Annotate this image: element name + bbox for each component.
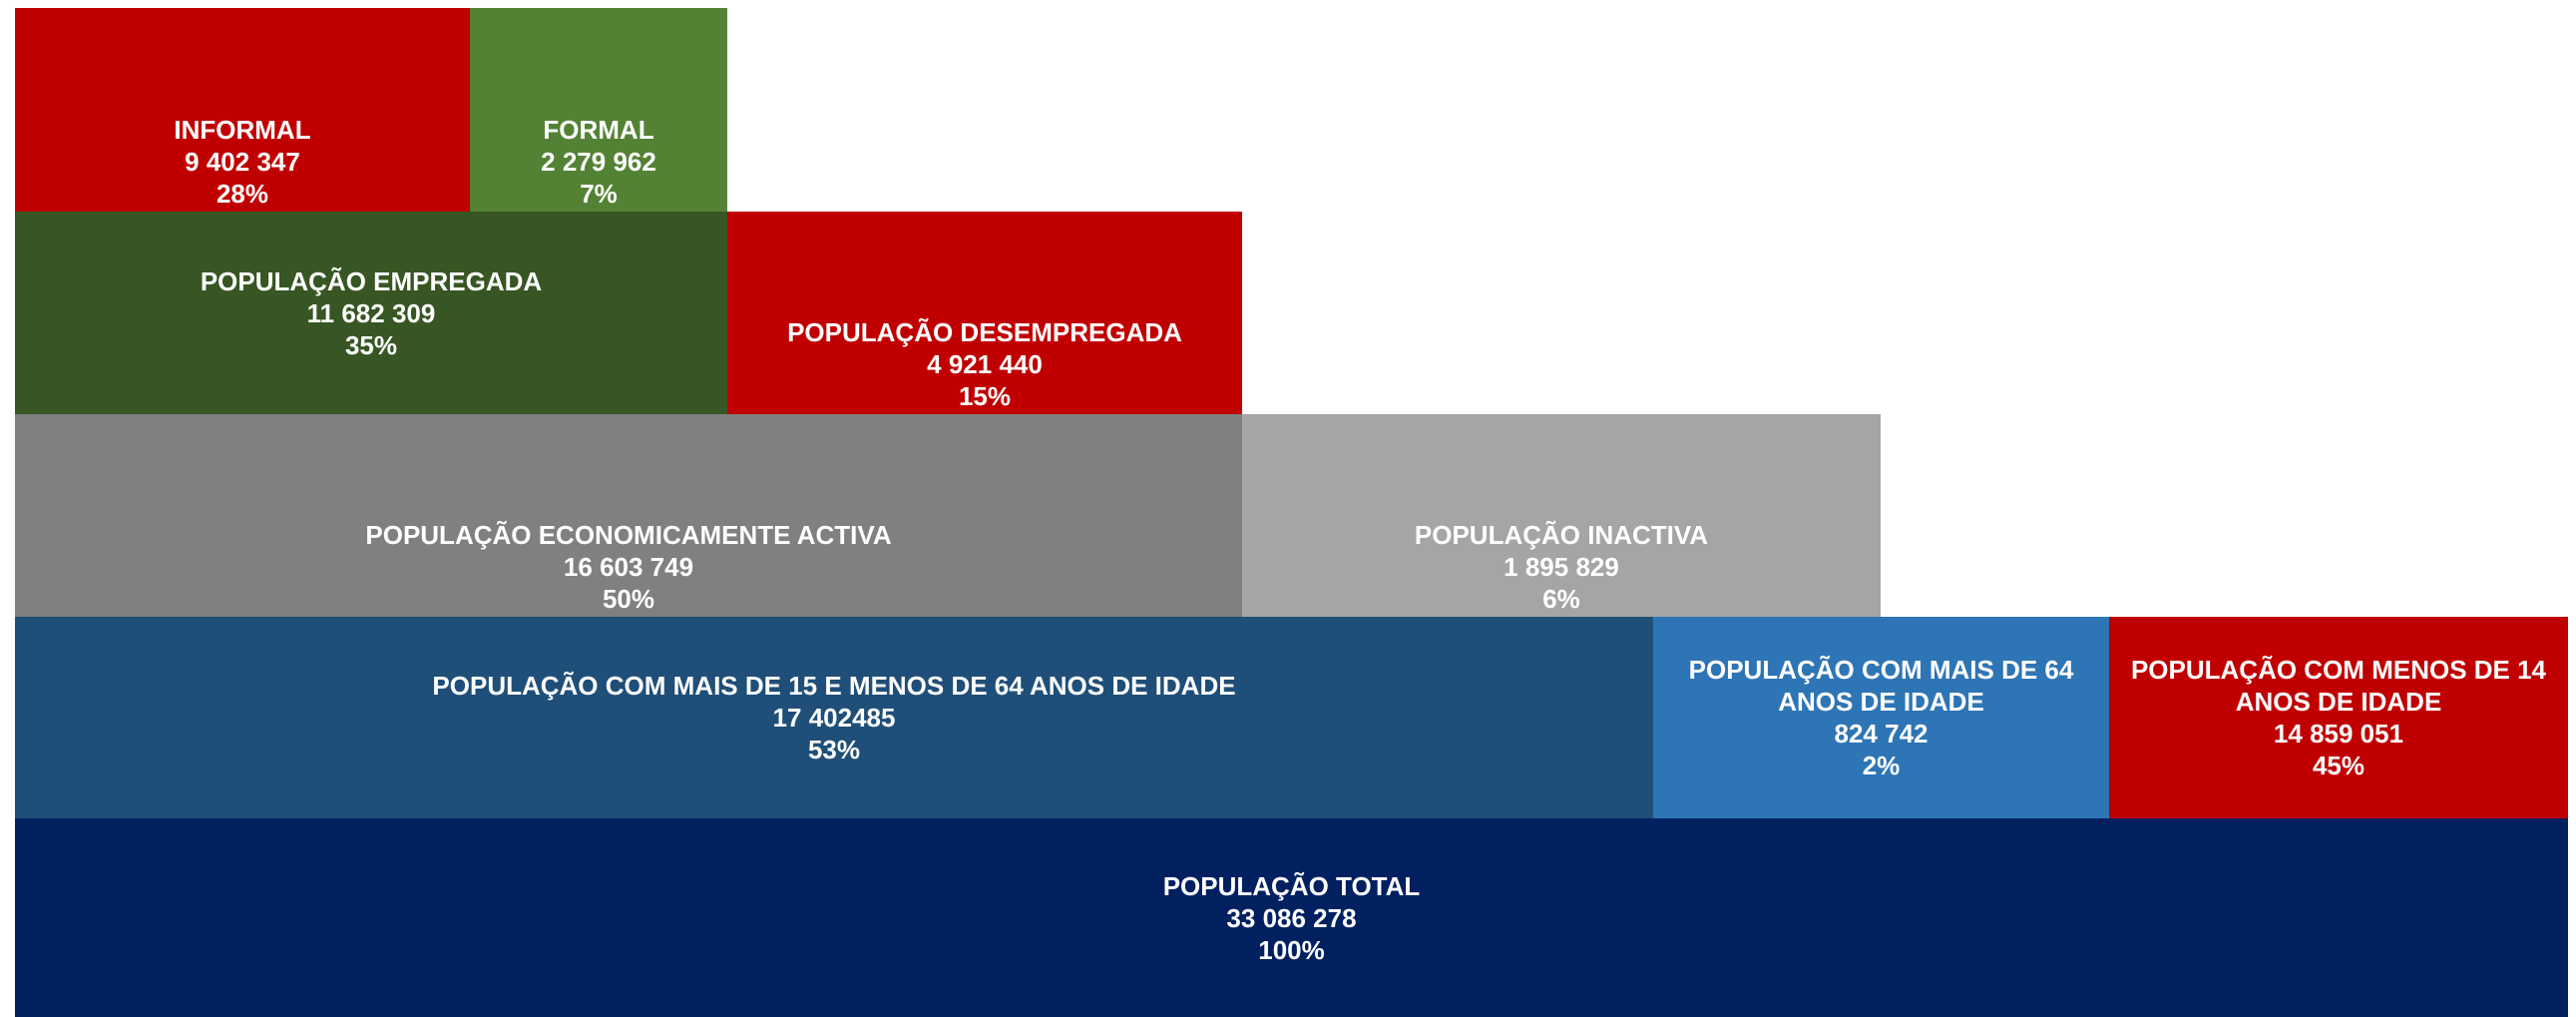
block-value: 1 895 829 xyxy=(1503,552,1619,582)
block-label: POPULAÇÃO INACTIVA xyxy=(1414,520,1709,550)
block-percent: 50% xyxy=(602,584,655,614)
block: POPULAÇÃO INACTIVA 1 895 829 6% xyxy=(1242,414,1881,617)
block: POPULAÇÃO TOTAL 33 086 278 100% xyxy=(15,818,2568,1017)
block-value: 17 402485 xyxy=(772,703,896,733)
block-label: POPULAÇÃO DESEMPREGADA xyxy=(787,317,1182,347)
block: POPULAÇÃO COM MAIS DE 15 E MENOS DE 64 A… xyxy=(15,617,1653,818)
block-percent: 15% xyxy=(958,381,1012,411)
block: POPULAÇÃO COM MAIS DE 64 ANOS DE IDADE 8… xyxy=(1653,617,2109,818)
block-label: INFORMAL xyxy=(174,115,311,145)
block-value: 9 402 347 xyxy=(185,147,300,177)
block-value: 33 086 278 xyxy=(1226,902,1357,933)
block-percent: 28% xyxy=(215,179,269,209)
block-percent: 7% xyxy=(580,179,618,209)
block-value: 16 603 749 xyxy=(563,552,694,582)
block: FORMAL 2 279 962 7% xyxy=(470,8,727,212)
block-value: 2 279 962 xyxy=(541,147,656,177)
block-value: 4 921 440 xyxy=(927,349,1043,379)
block-label: POPULAÇÃO ECONOMICAMENTE ACTIVA xyxy=(365,520,892,550)
block-label: POPULAÇÃO COM MENOS DE 14 ANOS DE IDADE xyxy=(2130,655,2547,717)
block-percent: 2% xyxy=(1862,751,1901,780)
block-label: POPULAÇÃO COM MAIS DE 64 ANOS DE IDADE xyxy=(1688,655,2074,717)
block: POPULAÇÃO DESEMPREGADA 4 921 440 15% xyxy=(727,212,1242,414)
block: INFORMAL 9 402 347 28% xyxy=(15,8,470,212)
block-label: FORMAL xyxy=(543,115,654,145)
block-value: 14 859 051 xyxy=(2273,719,2404,749)
block-value: 824 742 xyxy=(1834,719,1929,749)
block-label: POPULAÇÃO EMPREGADA xyxy=(200,265,543,296)
block-label: POPULAÇÃO TOTAL xyxy=(1162,870,1421,901)
block-percent: 100% xyxy=(1258,934,1325,965)
block: POPULAÇÃO COM MENOS DE 14 ANOS DE IDADE … xyxy=(2109,617,2568,818)
block-label: POPULAÇÃO COM MAIS DE 15 E MENOS DE 64 A… xyxy=(432,671,1236,701)
block-percent: 6% xyxy=(1542,584,1580,614)
block-percent: 35% xyxy=(344,329,398,360)
block-value: 11 682 309 xyxy=(306,297,436,328)
block: POPULAÇÃO ECONOMICAMENTE ACTIVA 16 603 7… xyxy=(15,414,1242,617)
block-percent: 53% xyxy=(807,735,861,764)
block-percent: 45% xyxy=(2312,751,2365,780)
block: POPULAÇÃO EMPREGADA 11 682 309 35% xyxy=(15,212,727,414)
